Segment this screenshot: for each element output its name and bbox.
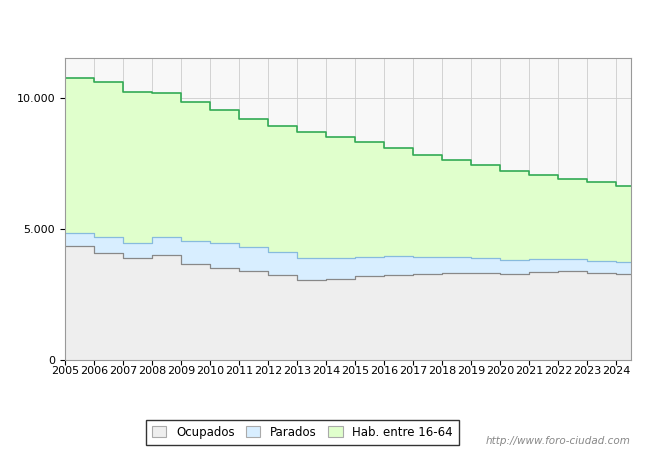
Legend: Ocupados, Parados, Hab. entre 16-64: Ocupados, Parados, Hab. entre 16-64 <box>146 420 459 445</box>
Text: Cangas del Narcea - Evolucion de la poblacion en edad de Trabajar Septiembre de : Cangas del Narcea - Evolucion de la pobl… <box>3 16 647 31</box>
Text: http://www.foro-ciudad.com: http://www.foro-ciudad.com <box>486 436 630 446</box>
